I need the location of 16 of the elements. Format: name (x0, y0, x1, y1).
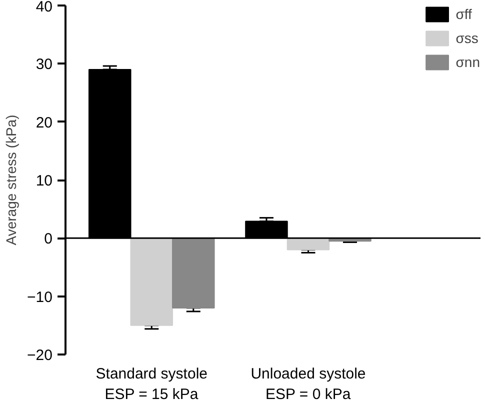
bar (286, 238, 330, 250)
y-tick-label: 10 (36, 172, 53, 190)
y-tick-label: 20 (36, 114, 53, 132)
legend-label: σff (456, 6, 473, 22)
y-tick-label: −20 (27, 347, 53, 364)
y-tick-label: 40 (36, 0, 53, 16)
legend-label: σss (456, 30, 478, 46)
y-tick-label: 0 (44, 230, 52, 248)
x-tick-label: Standard systole ESP = 15 kPa (96, 366, 208, 403)
bar (172, 238, 215, 308)
legend-label: σnn (456, 54, 480, 70)
y-axis-title: Average stress (kPa) (3, 114, 20, 246)
y-tick-label: −10 (27, 288, 53, 306)
bar (130, 238, 174, 326)
y-tick-label: 30 (36, 56, 53, 74)
x-tick-label: Unloaded systole ESP = 0 kPa (250, 366, 366, 403)
